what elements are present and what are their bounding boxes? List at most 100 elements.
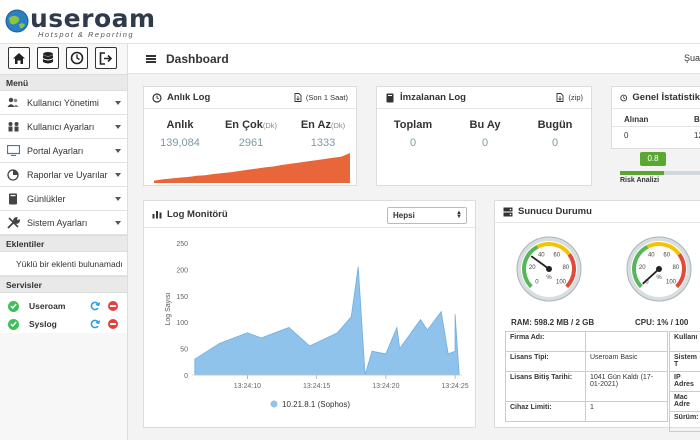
stat-label: Bu Ay [469, 119, 501, 131]
x-tick-label: 13:24:20 [372, 383, 399, 390]
y-tick-label: 250 [176, 241, 188, 248]
top-bar: useroam Hotspot & Reporting [0, 0, 700, 44]
sidebar-item-label: Kullanıcı Yönetimi [27, 97, 99, 108]
log-monitor-panel: Log Monitörü Hepsi ▲ ▼ 0 50 100 150 200 250 13:… [143, 200, 476, 428]
table-row: Mac Adre [669, 391, 700, 412]
gauge-hub [546, 266, 552, 272]
risk-analysis: 0.8 Risk Analizi [618, 152, 700, 188]
gauge-tick-label: 100 [556, 280, 567, 286]
clock-button[interactable] [66, 47, 88, 69]
select-arrows-icon: ▲ ▼ [456, 210, 462, 220]
table-key: Sürüm: [669, 411, 700, 432]
stat-value: 1333 [310, 137, 336, 149]
useroam-logo[interactable]: useroam Hotspot & Reporting [4, 4, 156, 40]
book-icon [6, 193, 20, 205]
stat-label: En Az [300, 119, 331, 131]
log-source-select[interactable]: Hepsi ▲ ▼ [387, 207, 467, 224]
user-menu[interactable]: Şua [684, 53, 700, 63]
service-row-syslog: Syslog [0, 315, 127, 333]
sidebar-item-system-settings[interactable]: Sistem Ayarları [0, 211, 127, 235]
page-title: Dashboard [166, 52, 229, 66]
risk-value-badge: 0.8 [640, 152, 666, 166]
file-download-icon[interactable] [294, 93, 302, 102]
signed-log-panel: İmzalanan Log (zip) Toplam 0 Bu Ay 0 Bug… [376, 86, 592, 186]
select-value: Hepsi [393, 211, 415, 220]
column2-value: 12 [694, 131, 700, 140]
legend-swatch [270, 400, 278, 408]
caret-down-icon [115, 221, 121, 225]
sidebar-item-label: Günlükler [27, 193, 66, 204]
table-value: 1041 Gün Kaldı (17-01-2021) [585, 371, 668, 402]
panel-title: Anlık Log [167, 92, 211, 103]
stat-instant: Anlık 139,084 [152, 119, 208, 149]
table-key: Lisans Tipi: [505, 351, 586, 372]
y-tick-label: 0 [184, 373, 188, 380]
panel-title: İmzalanan Log [400, 92, 466, 103]
restart-icon[interactable] [90, 301, 100, 311]
gauge-needle [530, 255, 550, 270]
service-name: Useroam [29, 301, 66, 311]
clock-icon [70, 51, 84, 65]
stat-label: Anlık [166, 119, 194, 131]
system-info-table: Kullanı Sistem T IP Adres Mac Adre Sürüm… [669, 331, 700, 432]
y-tick-label: 50 [180, 347, 188, 354]
service-row-useroam: Useroam [0, 297, 127, 315]
logout-icon [99, 51, 113, 65]
x-tick-label: 13:24:10 [234, 383, 261, 390]
stat-value: 2961 [238, 137, 264, 149]
status-ok-icon [8, 300, 19, 312]
table-key: Kullanı [669, 331, 700, 352]
series-area [194, 266, 460, 376]
stat-label: Toplam [393, 119, 433, 131]
sidebar-item-reports[interactable]: Raporlar ve Uyarılar [0, 163, 127, 187]
gauge-tick-label: 0 [645, 280, 649, 286]
sidebar-item-label: Sistem Ayarları [27, 217, 88, 228]
hamburger-menu-icon[interactable] [146, 55, 156, 63]
gauge-zone [646, 242, 681, 256]
sidebar-item-user-settings[interactable]: Kullanıcı Ayarları [0, 115, 127, 139]
stat-label: Bugün [537, 119, 573, 131]
sidebar-item-user-management[interactable]: Kullanıcı Yönetimi [0, 91, 127, 115]
stat-max: En Çok(Dk) 2961 [220, 119, 282, 149]
table-value: Useroam Basic [585, 351, 668, 372]
received-label: Alınan [624, 115, 649, 124]
stat-min: En Az(Dk) 1333 [292, 119, 354, 149]
table-row: Cihaz Limiti: 1 [505, 401, 668, 422]
gauge-tick-label: 20 [529, 265, 536, 271]
x-tick-label: 13:24:25 [441, 383, 468, 390]
stat-value: 0 [409, 137, 417, 149]
table-row: IP Adres [669, 371, 700, 392]
bar-chart-icon [152, 211, 162, 219]
panel-title: Genel İstatistik [632, 92, 700, 103]
file-download-icon[interactable] [556, 93, 564, 102]
caret-down-icon [115, 125, 121, 129]
brand-tagline: Hotspot & Reporting [38, 30, 135, 39]
brand-name: useroam [30, 4, 156, 33]
stop-icon[interactable] [108, 301, 118, 311]
sidebar-item-portal-settings[interactable]: Portal Ayarları [0, 139, 127, 163]
user-group-icon [6, 121, 20, 133]
gauge-tick-label: 40 [538, 252, 545, 258]
table-row: Sürüm: [669, 411, 700, 432]
gauge-tick-label: 100 [666, 280, 677, 286]
sidebar-item-label: Kullanıcı Ayarları [27, 121, 95, 132]
table-key: Mac Adre [669, 391, 700, 412]
ram-usage-label: RAM: 598.2 MB / 2 GB [511, 318, 595, 327]
table-row: Lisans Bitiş Tarihi: 1041 Gün Kaldı (17-0… [505, 371, 668, 402]
logout-button[interactable] [95, 47, 117, 69]
sidebar-item-logs[interactable]: Günlükler [0, 187, 127, 211]
stat-unit: (Dk) [330, 121, 346, 130]
book-icon [386, 93, 394, 102]
legend-label[interactable]: 10.21.8.1 (Sophos) [282, 400, 350, 409]
gauge-tick-label: 60 [663, 252, 670, 258]
home-button[interactable] [8, 47, 30, 69]
stop-icon[interactable] [108, 319, 118, 329]
restart-icon[interactable] [90, 319, 100, 329]
stat-today: Bugün 0 [525, 119, 585, 149]
table-key: IP Adres [669, 371, 700, 392]
stat-unit: (Dk) [262, 121, 278, 130]
globe-logo-icon [5, 9, 29, 33]
stat-value: 0 [551, 137, 559, 149]
database-button[interactable] [37, 47, 59, 69]
main-header: Dashboard Şua [128, 44, 700, 74]
